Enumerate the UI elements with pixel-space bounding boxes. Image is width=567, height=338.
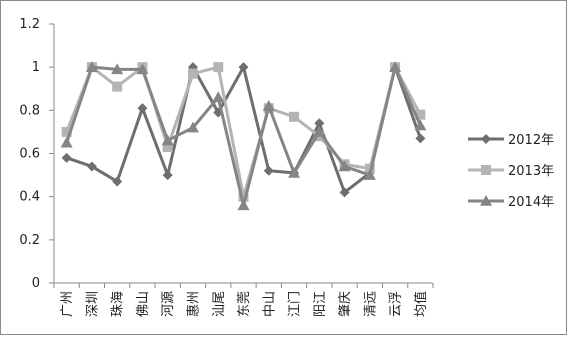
diamond-marker (137, 103, 148, 114)
square-marker (481, 165, 491, 175)
diamond-marker (415, 133, 426, 144)
x-tick-label: 深圳 (85, 291, 100, 317)
legend-item: 2012年 (468, 133, 554, 148)
square-marker (415, 109, 426, 120)
triangle-marker (389, 61, 402, 72)
series-layer (60, 61, 427, 211)
triangle-marker (414, 119, 427, 131)
triangle-marker (313, 125, 326, 137)
diamond-marker (339, 187, 350, 198)
x-tick-label: 佛山 (136, 291, 151, 317)
y-tick-label: 0.2 (19, 233, 40, 248)
y-tick-label: 0.4 (19, 190, 40, 205)
x-tick-label: 清远 (363, 291, 378, 317)
legend-label: 2013年 (508, 164, 554, 179)
x-axis-ticks: 广州 深圳 珠海 佛山 河源 惠州 汕尾 东莞 中山 江门 阳江 肇庆 清远 云浮 均值 (53, 283, 434, 317)
x-tick-label: 江门 (288, 291, 303, 317)
legend-label: 2012年 (508, 133, 554, 148)
x-tick-label: 惠州 (187, 291, 202, 317)
x-tick-label: 河源 (161, 291, 176, 317)
x-tick-label: 阳江 (313, 291, 328, 317)
series-3 (60, 61, 427, 211)
y-tick-label: 0 (32, 276, 40, 291)
diamond-marker (263, 165, 274, 176)
diamond-marker (314, 118, 325, 129)
y-tick-label: 0.8 (19, 103, 40, 118)
square-marker (112, 81, 123, 92)
triangle-marker (186, 121, 199, 133)
square-marker (162, 142, 173, 153)
triangle-marker (85, 61, 98, 72)
legend: 2012年 2013年 2014年 (468, 133, 554, 210)
square-marker (238, 191, 249, 202)
triangle-marker (237, 199, 250, 211)
x-tick-label: 中山 (262, 291, 277, 317)
square-marker (187, 68, 198, 79)
square-marker (289, 111, 300, 122)
triangle-marker (363, 169, 376, 180)
triangle-marker (60, 136, 73, 148)
triangle-marker (136, 63, 149, 75)
x-tick-label: 珠海 (111, 291, 126, 317)
x-tick-label: 东莞 (237, 291, 252, 317)
legend-label: 2014年 (508, 195, 554, 210)
y-axis-ticks: 0 0.2 0.4 0.6 0.8 1 1.2 (19, 17, 54, 291)
legend-item: 2014年 (468, 195, 554, 210)
square-marker (213, 62, 224, 73)
triangle-marker (111, 63, 124, 75)
diamond-marker (61, 152, 72, 163)
y-tick-label: 1 (32, 60, 40, 75)
x-tick-label: 云浮 (389, 291, 404, 317)
x-tick-label: 广州 (60, 291, 75, 317)
triangle-marker (161, 134, 174, 146)
triangle-marker (212, 91, 225, 103)
x-tick-label: 汕尾 (212, 291, 227, 317)
x-tick-label: 肇庆 (338, 291, 353, 317)
legend-item: 2013年 (468, 164, 554, 179)
diamond-marker (162, 170, 173, 181)
diamond-marker (112, 176, 123, 187)
triangle-marker (262, 100, 275, 111)
y-tick-label: 0.6 (19, 147, 40, 162)
square-marker (61, 126, 72, 137)
x-tick-label: 均值 (413, 291, 429, 317)
triangle-marker (288, 166, 301, 178)
triangle-marker (338, 160, 351, 172)
y-tick-label: 1.2 (19, 17, 40, 32)
triangle-marker (480, 195, 492, 206)
diamond-marker (86, 161, 97, 172)
diamond-marker (481, 134, 491, 144)
